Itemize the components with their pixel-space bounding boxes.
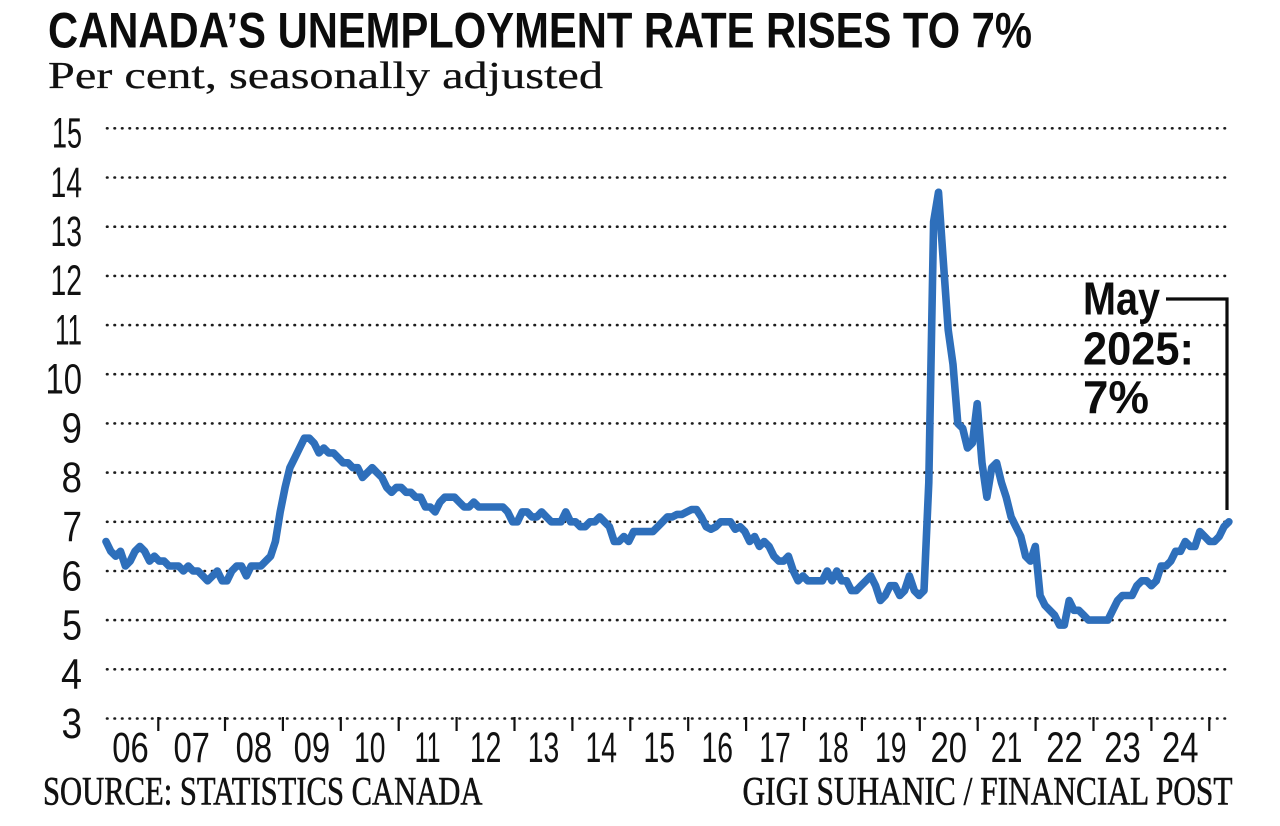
svg-text:12: 12 <box>51 258 83 305</box>
svg-text:06: 06 <box>112 725 149 772</box>
svg-text:21: 21 <box>991 725 1023 772</box>
svg-text:11: 11 <box>415 725 441 772</box>
svg-text:11: 11 <box>55 307 82 354</box>
svg-text:4: 4 <box>61 652 82 699</box>
svg-text:24: 24 <box>1162 725 1199 772</box>
svg-text:14: 14 <box>51 160 83 207</box>
svg-text:CANADA’S UNEMPLOYMENT RATE RIS: CANADA’S UNEMPLOYMENT RATE RISES TO 7% <box>48 1 1032 58</box>
svg-text:13: 13 <box>51 209 83 256</box>
svg-text:13: 13 <box>528 725 560 772</box>
svg-text:16: 16 <box>701 725 733 772</box>
svg-text:07: 07 <box>173 725 210 772</box>
svg-text:May: May <box>1083 273 1160 325</box>
svg-text:18: 18 <box>817 725 849 772</box>
svg-text:5: 5 <box>62 602 82 649</box>
svg-text:22: 22 <box>1046 725 1083 772</box>
svg-text:14: 14 <box>586 725 618 772</box>
svg-text:23: 23 <box>1104 725 1141 772</box>
svg-text:6: 6 <box>62 553 83 600</box>
svg-text:Per cent, seasonally adjusted: Per cent, seasonally adjusted <box>48 55 603 97</box>
svg-text:17: 17 <box>759 725 791 772</box>
svg-text:09: 09 <box>294 725 331 772</box>
svg-text:12: 12 <box>470 725 502 772</box>
svg-text:8: 8 <box>62 455 83 502</box>
svg-text:10: 10 <box>354 725 386 772</box>
svg-text:3: 3 <box>62 701 83 748</box>
svg-text:GIGI SUHANIC / FINANCIAL POST: GIGI SUHANIC / FINANCIAL POST <box>743 769 1233 814</box>
svg-text:20: 20 <box>931 725 968 772</box>
svg-text:7: 7 <box>63 504 83 551</box>
svg-text:9: 9 <box>62 406 83 453</box>
svg-text:15: 15 <box>643 725 675 772</box>
svg-text:15: 15 <box>52 111 82 158</box>
svg-text:10: 10 <box>46 357 83 404</box>
svg-text:2025:: 2025: <box>1083 323 1194 375</box>
svg-text:SOURCE: STATISTICS CANADA: SOURCE: STATISTICS CANADA <box>43 769 483 814</box>
svg-text:08: 08 <box>236 725 273 772</box>
svg-text:7%: 7% <box>1083 371 1149 423</box>
svg-text:19: 19 <box>875 725 907 772</box>
